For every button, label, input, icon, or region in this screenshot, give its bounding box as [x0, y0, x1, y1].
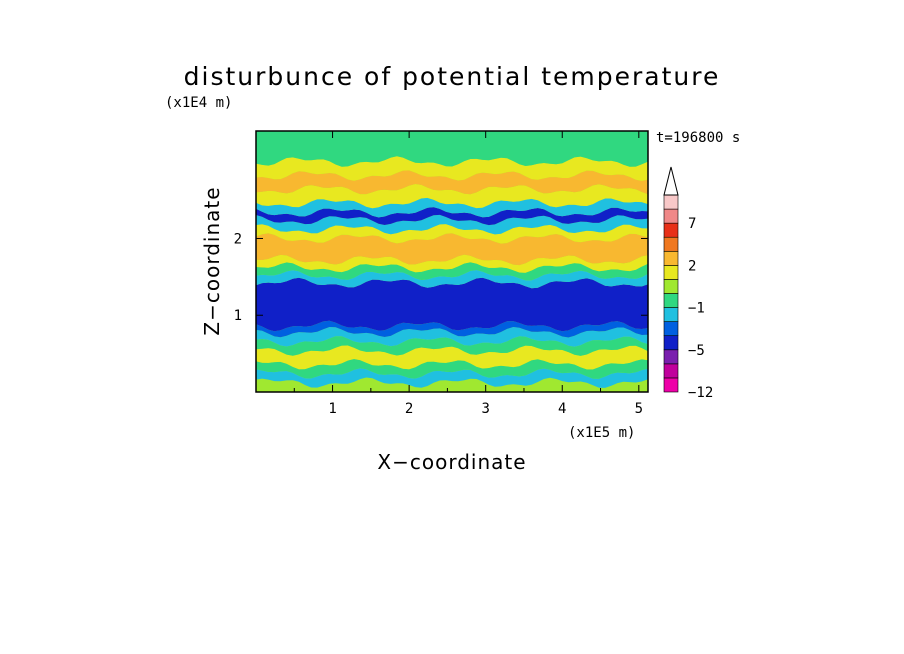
colorbar-swatch — [663, 377, 679, 393]
contour-band — [256, 327, 648, 347]
contour-band — [256, 156, 648, 181]
contour-field — [256, 131, 648, 392]
contour-band — [256, 368, 648, 388]
colorbar-swatch — [663, 208, 679, 224]
colorbar-swatch — [663, 307, 679, 322]
contour-band — [256, 184, 648, 209]
y-tick-label: 1 — [234, 308, 242, 324]
contour-band — [256, 359, 648, 379]
plot-frame — [255, 130, 649, 393]
contour-band — [256, 262, 648, 281]
plot-area — [255, 130, 649, 393]
chart-title: disturbunce of potential temperature — [184, 62, 721, 91]
colorbar-label: 2 — [688, 258, 696, 274]
time-label: t=196800 s — [656, 130, 740, 146]
contour-band — [256, 131, 648, 167]
colorbar-swatch — [663, 236, 679, 252]
colorbar-swatch — [663, 335, 679, 351]
contour-band — [256, 336, 648, 356]
contour-band — [256, 254, 648, 273]
colorbar-label: 7 — [688, 216, 696, 232]
colorbar-swatch — [663, 194, 679, 210]
contour-band — [256, 170, 648, 195]
contour-band — [256, 224, 648, 244]
contour-band — [256, 233, 648, 266]
colorbar-label: −12 — [688, 385, 713, 401]
x-tick-label: 5 — [635, 401, 643, 417]
colorbar-swatch — [663, 349, 679, 365]
colorbar-swatch — [663, 293, 679, 308]
y-unit-label: (x1E4 m) — [165, 95, 232, 111]
contour-band — [256, 320, 648, 338]
colorbar-swatch — [663, 265, 679, 280]
colorbar-swatch — [663, 222, 679, 238]
x-axis-label: X−coordinate — [377, 450, 526, 474]
x-tick-label: 2 — [405, 401, 413, 417]
contour-band — [256, 207, 648, 226]
colorbar-swatch — [663, 279, 679, 294]
contour-band — [256, 277, 648, 332]
colorbar: −12−5−127 — [663, 166, 713, 401]
colorbar-swatch — [663, 363, 679, 379]
y-tick-label: 2 — [234, 231, 242, 247]
contour-band — [256, 345, 648, 370]
colorbar-swatch — [663, 321, 679, 337]
y-axis-label: Z−coordinate — [200, 186, 224, 335]
y-axis: 12 — [234, 231, 648, 324]
contour-band — [256, 214, 648, 235]
colorbar-extend-arrow — [663, 166, 679, 196]
contour-band — [256, 270, 648, 289]
contour-band — [256, 377, 648, 392]
colorbar-label: −1 — [688, 301, 705, 317]
contour-band — [256, 197, 648, 218]
colorbar-swatch — [663, 250, 679, 266]
x-axis: 1 2 3 4 5 — [293, 131, 643, 417]
colorbar-label: −5 — [688, 343, 705, 359]
x-unit-label: (x1E5 m) — [568, 425, 635, 441]
x-tick-label: 1 — [328, 401, 336, 417]
x-tick-label: 4 — [558, 401, 566, 417]
x-tick-label: 3 — [481, 401, 489, 417]
